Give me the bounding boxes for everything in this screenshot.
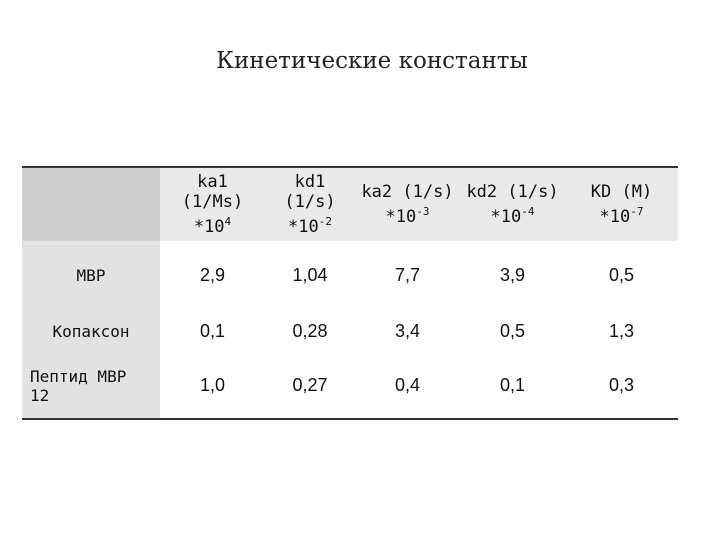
value-cell: 3,9 bbox=[460, 241, 565, 310]
header-text: (1/Ms) bbox=[181, 191, 244, 212]
header-text: ka2 (1/s) bbox=[361, 181, 454, 202]
header-text: kd2 (1/s) bbox=[466, 181, 559, 202]
value-cell: 1,04 bbox=[265, 241, 355, 310]
header-line: ka1 bbox=[197, 172, 228, 192]
value-cell: 0,1 bbox=[160, 310, 265, 352]
header-exponent: -3 bbox=[416, 204, 430, 218]
header-cell: KD (M) *10-7 bbox=[565, 167, 678, 241]
cell-text: 0,3 bbox=[608, 375, 635, 395]
header-line: *10-7 bbox=[600, 202, 644, 227]
header-line: kd2 (1/s) bbox=[466, 182, 558, 202]
header-line: *10-3 bbox=[386, 202, 430, 227]
cell-text: 0,27 bbox=[292, 375, 328, 395]
header-text: kd1 bbox=[294, 171, 326, 192]
cell-text: Пептид MBP 12 bbox=[30, 366, 127, 405]
header-text: *10 bbox=[193, 216, 225, 237]
header-line: KD (M) bbox=[591, 182, 652, 202]
cell-text: 1,3 bbox=[608, 320, 635, 341]
value-cell: 0,1 bbox=[460, 352, 565, 419]
cell-text: Копаксон bbox=[52, 321, 130, 341]
cell-text: MBP bbox=[76, 266, 106, 285]
header-text: ka1 bbox=[197, 171, 228, 192]
corner-cell bbox=[22, 167, 160, 241]
top-rule bbox=[22, 166, 678, 168]
cell-text: 2,9 bbox=[199, 265, 226, 285]
row-label: Пептид MBP 12 bbox=[22, 352, 160, 419]
header-text: (1/s) bbox=[284, 191, 336, 212]
cell-text: 0,4 bbox=[394, 375, 421, 395]
header-exponent: -2 bbox=[318, 214, 332, 228]
row-label: MBP bbox=[22, 241, 160, 310]
header-line: *10-4 bbox=[491, 202, 535, 227]
header-text: *10 bbox=[288, 216, 319, 237]
header-line: kd1 bbox=[295, 172, 326, 192]
header-line: *10-2 bbox=[288, 212, 332, 237]
value-cell: 0,5 bbox=[460, 310, 565, 352]
row-label: Копаксон bbox=[22, 310, 160, 352]
cell-text: 0,5 bbox=[608, 265, 635, 285]
cell-text: 1,04 bbox=[292, 265, 328, 285]
cell-text: 3,9 bbox=[499, 265, 526, 285]
cell-text: 7,7 bbox=[394, 265, 421, 285]
slide-title: Кинетические константы bbox=[216, 48, 528, 74]
bottom-rule bbox=[22, 418, 678, 420]
value-cell: 1,0 bbox=[160, 352, 265, 419]
header-line: *104 bbox=[194, 212, 231, 237]
header-cell: kd2 (1/s) *10-4 bbox=[460, 167, 565, 241]
header-line: ka2 (1/s) bbox=[361, 182, 453, 202]
header-text: *10 bbox=[385, 206, 417, 227]
value-cell: 0,5 bbox=[565, 241, 678, 310]
value-cell: 1,3 bbox=[565, 310, 678, 352]
value-cell: 0,4 bbox=[355, 352, 460, 419]
header-exponent: -4 bbox=[521, 204, 535, 218]
header-text: KD (M) bbox=[590, 181, 653, 202]
value-cell: 0,27 bbox=[265, 352, 355, 419]
header-exponent: -7 bbox=[630, 204, 644, 218]
header-line: (1/Ms) bbox=[182, 192, 243, 212]
cell-text: 1,0 bbox=[199, 375, 226, 395]
header-text: *10 bbox=[490, 206, 522, 227]
value-cell: 7,7 bbox=[355, 241, 460, 310]
cell-text: 0,1 bbox=[499, 375, 526, 395]
value-cell: 0,3 bbox=[565, 352, 678, 419]
header-cell: kd1 (1/s) *10-2 bbox=[265, 167, 355, 241]
cell-text: 0,5 bbox=[499, 320, 526, 341]
value-cell: 0,28 bbox=[265, 310, 355, 352]
header-line: (1/s) bbox=[284, 192, 335, 212]
header-cell: ka1 (1/Ms) *104 bbox=[160, 167, 265, 241]
header-cell: ka2 (1/s) *10-3 bbox=[355, 167, 460, 241]
value-cell: 3,4 bbox=[355, 310, 460, 352]
value-cell: 2,9 bbox=[160, 241, 265, 310]
header-text: *10 bbox=[599, 206, 631, 227]
cell-text: 0,28 bbox=[292, 320, 328, 341]
header-exponent: 4 bbox=[224, 214, 232, 228]
cell-text: 3,4 bbox=[394, 320, 421, 341]
cell-text: 0,1 bbox=[199, 320, 226, 341]
